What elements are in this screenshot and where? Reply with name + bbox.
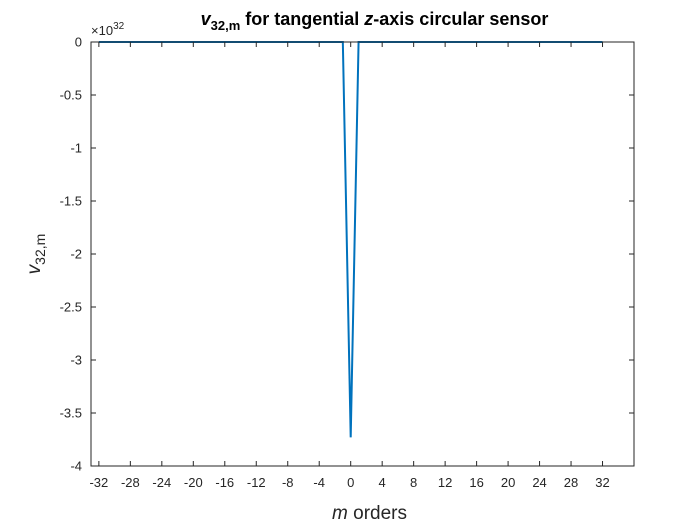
x-tick-label: 12: [438, 475, 452, 490]
title-subscript: 32,m: [211, 18, 241, 33]
x-tick-label: 4: [379, 475, 386, 490]
x-tick-label: 8: [410, 475, 417, 490]
y-tick-label: -0.5: [60, 88, 82, 103]
y-tick-label: -3.5: [60, 406, 82, 421]
axes-layer: -32 -28 -24 -20 -16 -12 -8 -4 0 4 8 12 16 20 24 28 32 0 -0…: [60, 35, 635, 490]
x-axis-label-text: orders: [348, 503, 407, 524]
y-axis-exponent-power: 32: [113, 21, 125, 32]
chart-title: v32,m for tangential z-axis circular sen…: [201, 9, 549, 33]
y-tick-label: -4: [70, 459, 82, 474]
x-tick-label: 20: [501, 475, 515, 490]
y-tick-label: -1: [70, 141, 82, 156]
x-tick-label: -28: [121, 475, 140, 490]
y-axis-label-subscript: 32,m: [32, 234, 48, 265]
x-tick-label: 0: [347, 475, 354, 490]
x-tick-label: 32: [595, 475, 609, 490]
title-symbol: v: [201, 9, 212, 29]
title-text-before-z: for tangential: [240, 9, 364, 29]
x-tick-label: -12: [247, 475, 266, 490]
y-tick-label: -1.5: [60, 194, 82, 209]
title-z: z: [363, 9, 373, 29]
x-tick-label: -24: [152, 475, 171, 490]
x-tick-label: 24: [532, 475, 546, 490]
title-text-after-z: -axis circular sensor: [373, 9, 548, 29]
y-axis-label: v32,m: [24, 234, 48, 275]
y-axis-exponent-base: ×10: [91, 23, 113, 38]
x-tick-label: -4: [313, 475, 325, 490]
y-tick-label: -3: [70, 353, 82, 368]
x-tick-label: 28: [564, 475, 578, 490]
y-axis-label-symbol: v: [24, 263, 45, 274]
y-axis-exponent: ×1032: [91, 21, 125, 38]
y-tick-label: -2: [70, 247, 82, 262]
x-tick-label: -20: [184, 475, 203, 490]
y-tick-label: 0: [75, 35, 82, 50]
x-tick-label: 16: [469, 475, 483, 490]
x-axis-label-symbol: m: [332, 503, 348, 524]
text-layer: v32,m for tangential z-axis circular sen…: [24, 9, 548, 524]
x-tick-label: -8: [282, 475, 294, 490]
x-tick-label: -32: [89, 475, 108, 490]
plot-area: [91, 42, 634, 466]
x-tick-label: -16: [215, 475, 234, 490]
y-tick-label: -2.5: [60, 300, 82, 315]
x-axis-label: m orders: [332, 503, 407, 524]
